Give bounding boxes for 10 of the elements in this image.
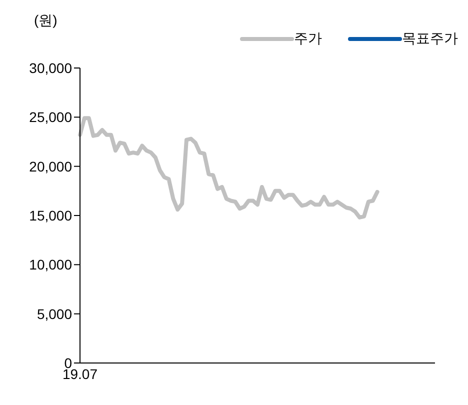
y-tick-label: 25,000	[29, 109, 72, 126]
y-tick-label: 30,000	[29, 60, 72, 76]
y-tick-label: 20,000	[29, 158, 72, 174]
y-tick-label: 15,000	[29, 207, 72, 224]
legend-label: 주가	[293, 30, 322, 48]
y-tick-label: 10,000	[29, 256, 72, 273]
y-tick-label: 5,000	[36, 306, 72, 322]
y-axis-title: (원)	[34, 12, 58, 30]
line-series	[78, 116, 380, 220]
legend-label: 목표주가	[401, 30, 458, 48]
